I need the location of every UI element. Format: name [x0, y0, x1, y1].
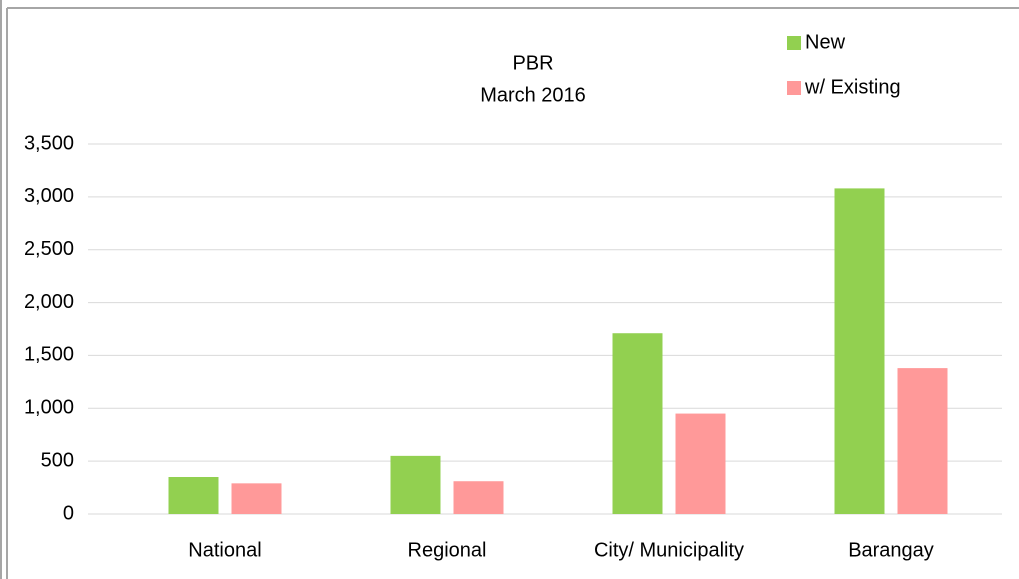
bar — [168, 477, 219, 514]
legend-swatch — [787, 81, 801, 95]
legend-swatch — [787, 36, 801, 50]
bar — [612, 333, 663, 514]
y-tick-label: 3,500 — [24, 132, 74, 154]
y-tick-label: 2,000 — [24, 291, 74, 313]
y-tick-label: 500 — [41, 449, 74, 471]
bar — [390, 455, 441, 514]
legend-label: w/ Existing — [804, 76, 901, 98]
y-tick-label: 3,000 — [24, 185, 74, 207]
bar — [231, 483, 282, 514]
y-tick-label: 1,500 — [24, 344, 74, 366]
x-tick-label: National — [188, 539, 261, 561]
y-tick-label: 2,500 — [24, 238, 74, 260]
bar — [834, 188, 885, 514]
bar — [897, 368, 948, 514]
x-tick-label: Barangay — [848, 539, 934, 561]
x-tick-label: City/ Municipality — [594, 539, 744, 561]
x-tick-label: Regional — [408, 539, 487, 561]
chart-subtitle: March 2016 — [480, 84, 586, 106]
y-tick-label: 0 — [63, 502, 74, 524]
y-tick-label: 1,000 — [24, 397, 74, 419]
bar — [675, 413, 726, 514]
legend-label: New — [805, 31, 846, 53]
chart-title: PBR — [512, 52, 553, 74]
bar — [453, 481, 504, 514]
